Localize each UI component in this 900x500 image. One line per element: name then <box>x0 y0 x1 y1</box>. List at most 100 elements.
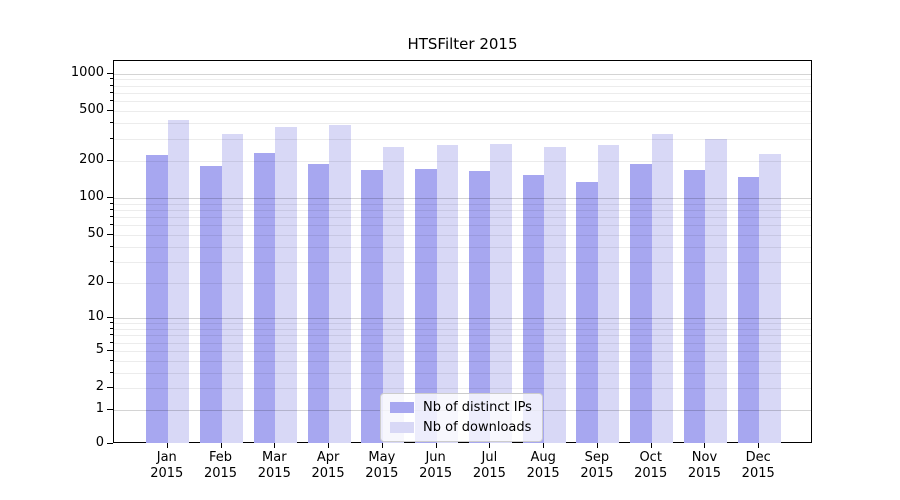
bar-distinct-ips <box>683 169 706 443</box>
x-tick-year: 2015 <box>419 466 453 481</box>
bar-distinct-ips <box>307 163 330 443</box>
chart-title: HTSFilter 2015 <box>407 35 518 53</box>
y-axis-minor-tick <box>110 91 113 93</box>
x-axis-tick <box>435 443 437 448</box>
bar-downloads <box>167 120 190 443</box>
x-axis-tick <box>489 443 491 448</box>
y-tick-label: 100 <box>79 188 104 204</box>
bar-downloads <box>597 145 620 443</box>
bar-downloads <box>329 125 351 443</box>
x-axis-tick <box>758 443 760 448</box>
y-axis-minor-tick <box>110 327 113 329</box>
bars-layer <box>114 61 811 443</box>
x-axis-tick <box>596 443 598 448</box>
x-tick-label: Jan 2015 <box>137 450 197 482</box>
x-tick-year: 2015 <box>580 466 614 481</box>
y-tick-label: 5 <box>95 341 104 357</box>
y-axis-tick <box>107 196 113 198</box>
y-axis-minor-tick <box>110 359 113 361</box>
legend-label-downloads: Nb of downloads <box>423 420 532 435</box>
x-tick-label: Apr 2015 <box>298 450 358 482</box>
legend: Nb of distinct IPs Nb of downloads <box>380 393 543 442</box>
x-axis-tick <box>328 443 330 448</box>
bar-distinct-ips <box>468 170 491 443</box>
legend-label-distinct-ips: Nb of distinct IPs <box>423 400 532 415</box>
bar-distinct-ips <box>737 177 760 443</box>
y-axis-minor-tick <box>110 334 113 336</box>
x-tick-year: 2015 <box>203 466 238 481</box>
bar-distinct-ips <box>200 166 222 443</box>
y-tick-label: 10 <box>87 309 104 325</box>
y-tick-label: 0 <box>95 435 104 450</box>
y-axis-tick <box>107 233 113 235</box>
legend-item: Nb of distinct IPs <box>390 400 532 415</box>
x-tick-year: 2015 <box>311 466 345 481</box>
y-tick-label: 50 <box>87 225 104 241</box>
y-axis-minor-tick <box>110 84 113 86</box>
x-tick-label: Nov 2015 <box>674 450 734 482</box>
bar-downloads <box>275 126 297 443</box>
bar-distinct-ips <box>415 168 437 443</box>
x-tick-year: 2015 <box>526 466 560 481</box>
x-tick-label: Oct 2015 <box>621 450 681 482</box>
y-axis-tick <box>107 443 113 444</box>
bar-downloads <box>705 138 727 443</box>
x-axis-tick <box>220 443 222 448</box>
bar-distinct-ips <box>522 174 545 443</box>
y-tick-label: 1000 <box>70 64 104 80</box>
x-tick-year: 2015 <box>365 466 399 481</box>
x-tick-year: 2015 <box>687 466 721 481</box>
y-axis-minor-tick <box>110 215 113 217</box>
y-axis-tick <box>107 110 113 112</box>
bar-downloads <box>382 147 405 443</box>
x-tick-label: Sep 2015 <box>567 450 627 482</box>
bar-downloads <box>436 144 459 443</box>
y-tick-label: 500 <box>79 102 104 118</box>
y-axis-tick <box>107 72 113 74</box>
x-tick-label: Jun 2015 <box>406 450 466 482</box>
bar-downloads <box>651 133 674 443</box>
x-axis-tick <box>543 443 545 448</box>
legend-swatch-distinct-ips-icon <box>390 402 414 413</box>
y-axis-tick <box>107 387 113 389</box>
x-axis-tick <box>650 443 652 448</box>
y-axis-tick <box>107 281 113 283</box>
bar-downloads <box>490 143 512 443</box>
y-tick-label: 20 <box>87 273 104 289</box>
y-axis-minor-tick <box>110 341 113 343</box>
x-tick-label: Mar 2015 <box>244 450 304 482</box>
y-tick-label: 1 <box>95 401 104 417</box>
bar-distinct-ips <box>253 153 276 443</box>
y-axis-minor-tick <box>110 208 113 210</box>
y-axis-minor-tick <box>110 78 113 80</box>
y-axis-tick <box>107 159 113 161</box>
x-tick-year: 2015 <box>257 466 291 481</box>
x-axis-tick <box>704 443 706 448</box>
bar-distinct-ips <box>146 155 168 443</box>
bar-distinct-ips <box>576 181 598 443</box>
y-axis-minor-tick <box>110 260 113 262</box>
x-tick-label: Aug 2015 <box>513 450 573 482</box>
x-tick-label: Dec 2015 <box>728 450 788 482</box>
x-tick-year: 2015 <box>634 466 668 481</box>
x-tick-year: 2015 <box>741 466 775 481</box>
y-axis-minor-tick <box>110 245 113 247</box>
legend-item: Nb of downloads <box>390 420 532 435</box>
y-axis-minor-tick <box>110 137 113 139</box>
x-tick-label: Feb 2015 <box>191 450 251 482</box>
y-axis-minor-tick <box>110 322 113 324</box>
x-axis-tick <box>274 443 276 448</box>
plot-area: Nb of distinct IPs Nb of downloads <box>113 60 812 443</box>
x-tick-year: 2015 <box>150 466 184 481</box>
y-axis-minor-tick <box>110 100 113 102</box>
x-tick-label: Jul 2015 <box>459 450 519 482</box>
legend-swatch-downloads-icon <box>390 422 414 433</box>
x-axis-tick <box>381 443 383 448</box>
y-axis-tick <box>107 349 113 351</box>
bar-downloads <box>544 147 566 443</box>
bar-distinct-ips <box>630 163 652 443</box>
x-tick-year: 2015 <box>472 466 506 481</box>
bar-downloads <box>759 153 781 443</box>
y-tick-label: 200 <box>79 151 104 167</box>
x-axis-tick <box>166 443 168 448</box>
